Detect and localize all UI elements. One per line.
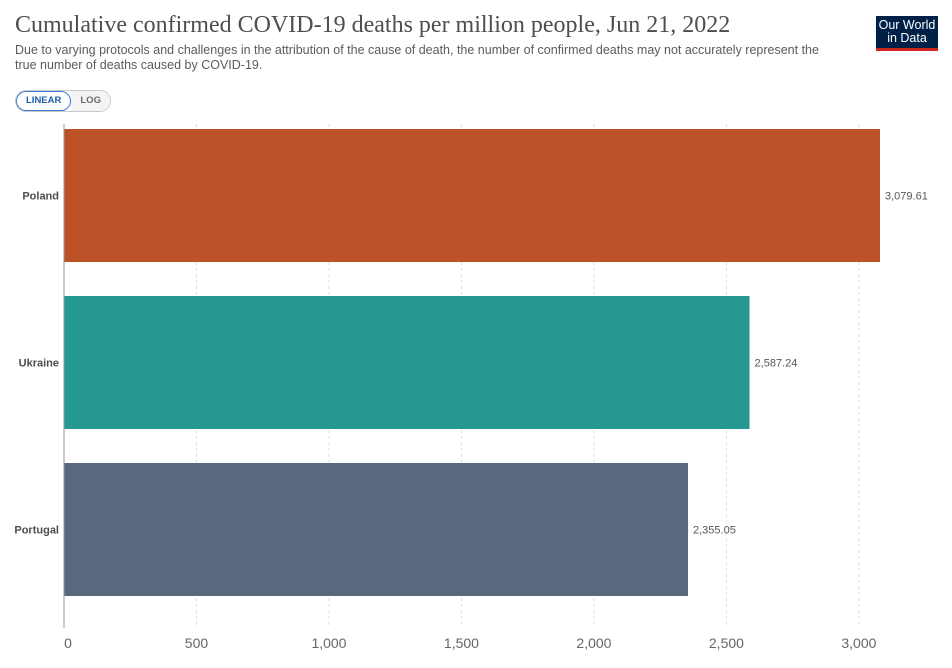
chart-subtitle: Due to varying protocols and challenges … — [15, 43, 819, 72]
bars — [64, 129, 880, 596]
x-tick-label-2000: 2,000 — [576, 635, 611, 651]
logo-line-1: Our World — [878, 18, 936, 32]
bar-portugal[interactable] — [64, 463, 689, 596]
value-label-poland: 3,079.61 — [885, 191, 928, 203]
x-tick-label-1000: 1,000 — [311, 635, 346, 651]
bar-poland[interactable] — [64, 129, 880, 262]
x-tick-label-0: 0 — [64, 635, 72, 651]
linear-scale-button[interactable]: LINEAR — [16, 91, 72, 111]
category-label-ukraine: Ukraine — [19, 358, 59, 370]
logo-line-2: in Data — [887, 31, 927, 45]
bar-ukraine[interactable] — [64, 296, 750, 429]
owid-logo[interactable]: Our World in Data — [876, 16, 938, 51]
category-label-portugal: Portugal — [14, 525, 59, 537]
value-label-ukraine: 2,587.24 — [755, 358, 798, 370]
x-tick-label-2500: 2,500 — [709, 635, 744, 651]
scale-toggle: LINEAR LOG — [15, 90, 111, 112]
value-label-portugal: 2,355.05 — [693, 525, 736, 537]
chart-title: Cumulative confirmed COVID-19 deaths per… — [15, 12, 731, 38]
x-tick-label-1500: 1,500 — [444, 635, 479, 651]
x-tick-label-500: 500 — [185, 635, 209, 651]
log-scale-button[interactable]: LOG — [71, 91, 110, 111]
x-tick-label-3000: 3,000 — [841, 635, 876, 651]
labels: 0 500 1,000 1,500 2,000 2,500 3,000 Poland 3,079… — [14, 191, 927, 652]
category-label-poland: Poland — [22, 191, 59, 203]
